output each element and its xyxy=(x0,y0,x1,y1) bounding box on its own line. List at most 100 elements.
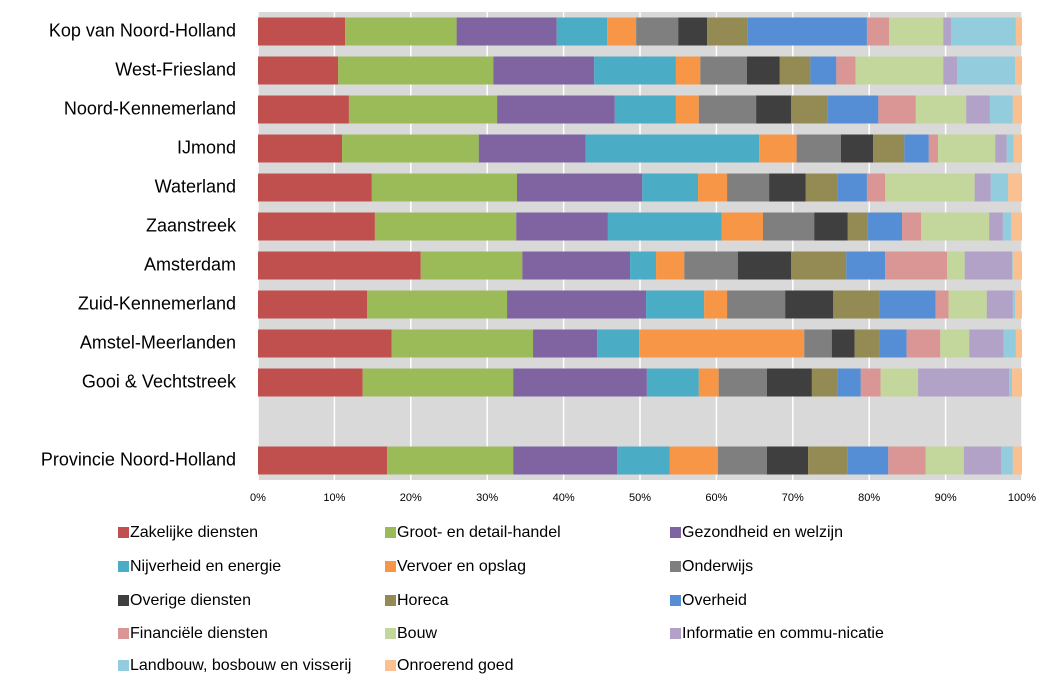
bar-segment xyxy=(258,173,372,202)
bar-segment xyxy=(258,95,349,124)
bar-segment xyxy=(759,134,797,163)
bar-segment xyxy=(902,212,922,241)
bar-segment xyxy=(630,251,657,280)
bar-segment xyxy=(918,368,1010,397)
bar-segment xyxy=(925,446,964,475)
bar-segment xyxy=(986,290,1013,319)
bar-segment xyxy=(810,56,837,85)
bar-segment xyxy=(840,134,874,163)
x-tick-label: 0% xyxy=(250,492,266,504)
bar-segment xyxy=(516,212,608,241)
bar-segment xyxy=(769,173,806,202)
bar-segment xyxy=(846,251,886,280)
bar-segment xyxy=(879,329,907,358)
bar-segment xyxy=(811,368,838,397)
x-tick-label: 20% xyxy=(400,492,422,504)
bar-segment xyxy=(387,446,514,475)
y-tick-label: IJmond xyxy=(177,137,236,157)
bar-segment xyxy=(928,134,938,163)
bar-segment xyxy=(837,368,861,397)
bar-segment xyxy=(642,173,699,202)
bar-segment xyxy=(847,212,868,241)
bar-segment xyxy=(1006,134,1014,163)
bar-segment xyxy=(766,446,809,475)
legend-swatch xyxy=(118,660,129,671)
bar-segment xyxy=(371,173,517,202)
bar-segment xyxy=(766,368,812,397)
bar-segment xyxy=(791,251,847,280)
bar-segment xyxy=(1015,17,1022,46)
bar-segment xyxy=(258,446,388,475)
bar-segment xyxy=(607,17,637,46)
bar-segment xyxy=(873,134,905,163)
bar-segment xyxy=(833,290,880,319)
y-tick-label: Gooi & Vechtstreek xyxy=(82,371,237,391)
bar-segment xyxy=(878,95,916,124)
bar-segment xyxy=(718,368,767,397)
bar-segment xyxy=(478,134,586,163)
bar-segment xyxy=(763,212,815,241)
bar-segment xyxy=(814,212,848,241)
legend-label: Nijverheid en energie xyxy=(130,558,281,575)
bar-segment xyxy=(675,95,699,124)
bar-segment xyxy=(646,368,699,397)
legend-label: Onderwijs xyxy=(682,558,753,575)
x-tick-label: 70% xyxy=(782,492,804,504)
bar-segment xyxy=(947,251,965,280)
y-tick-label: Amstel-Meerlanden xyxy=(80,332,236,352)
bar-segment xyxy=(522,251,631,280)
bar-segment xyxy=(717,446,767,475)
legend-swatch xyxy=(670,527,681,538)
bar-segment xyxy=(727,173,770,202)
bar-segment xyxy=(906,329,941,358)
bar-segment xyxy=(747,17,867,46)
bar-segment xyxy=(855,56,944,85)
bar-segment xyxy=(943,56,958,85)
x-tick-label: 90% xyxy=(935,492,957,504)
legend-swatch xyxy=(385,561,396,572)
bar-segment xyxy=(935,290,949,319)
bar-segment xyxy=(1012,95,1022,124)
bar-segment xyxy=(684,251,738,280)
bar-segment xyxy=(258,329,392,358)
bar-segment xyxy=(885,173,975,202)
bar-segment xyxy=(669,446,718,475)
bar-segment xyxy=(1011,212,1022,241)
bar-segment xyxy=(675,56,701,85)
bar-segment xyxy=(831,329,855,358)
bar-segment xyxy=(1013,134,1022,163)
y-tick-label: West-Friesland xyxy=(115,59,236,79)
x-tick-label: 60% xyxy=(705,492,727,504)
bar-segment xyxy=(989,95,1013,124)
bar-segment xyxy=(700,56,747,85)
bar-segment xyxy=(1012,251,1013,280)
bar-segment xyxy=(805,173,838,202)
bar-segment xyxy=(756,95,792,124)
bar-segment xyxy=(921,212,990,241)
bar-segment xyxy=(889,17,944,46)
bar-segment xyxy=(963,446,1002,475)
legend-label: Landbouw, bosbouw en visserij xyxy=(130,657,351,674)
legend-label: Gezondheid en welzijn xyxy=(682,524,843,541)
bar-segment xyxy=(943,17,951,46)
bar-segment xyxy=(1015,56,1022,85)
bar-segment xyxy=(957,56,1016,85)
bar-segment xyxy=(556,17,608,46)
bar-segment xyxy=(585,134,760,163)
bar-segment xyxy=(1012,290,1016,319)
legend-label: Groot- en detail-handel xyxy=(397,524,561,541)
bar-segment xyxy=(847,446,889,475)
y-tick-label: Provincie Noord-Holland xyxy=(41,449,236,469)
bar-segment xyxy=(636,17,679,46)
bar-segment xyxy=(1001,446,1013,475)
legend-label: Financiële diensten xyxy=(130,625,268,642)
bar-segment xyxy=(258,251,421,280)
bar-segment xyxy=(888,446,926,475)
bar-segment xyxy=(533,329,598,358)
legend-label: Zakelijke diensten xyxy=(130,524,258,541)
bar-segment xyxy=(989,212,1003,241)
bar-segment xyxy=(879,290,936,319)
bar-segment xyxy=(785,290,834,319)
bar-segment xyxy=(940,329,970,358)
legend-label: Overige diensten xyxy=(130,592,251,609)
